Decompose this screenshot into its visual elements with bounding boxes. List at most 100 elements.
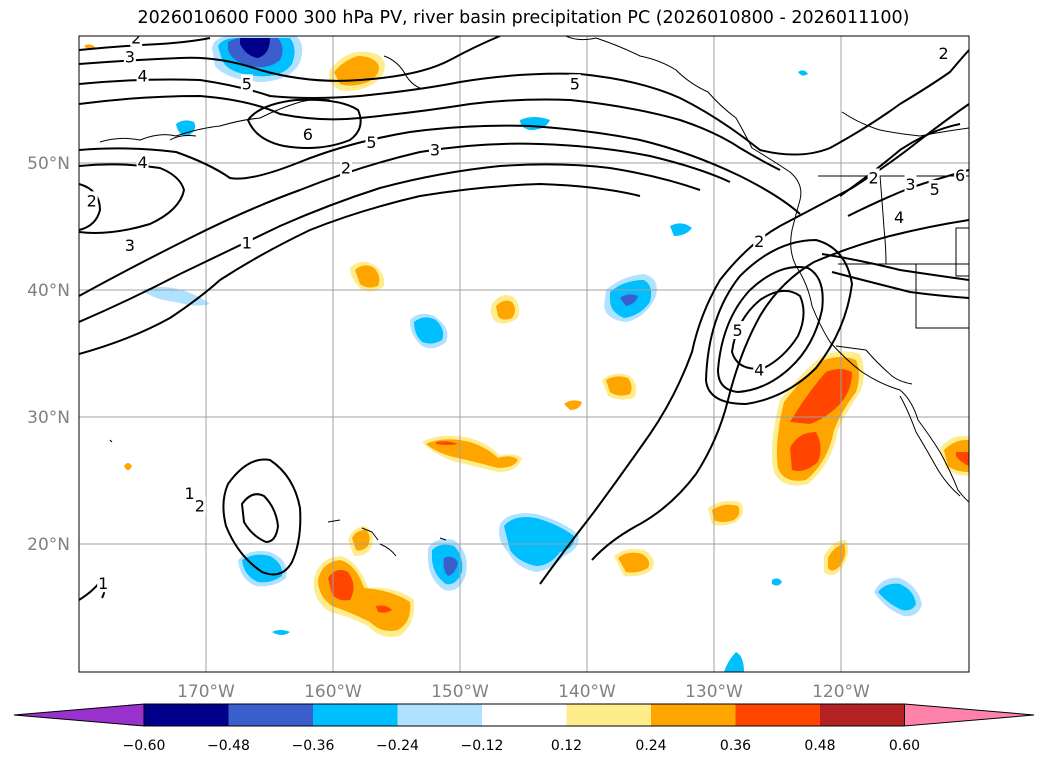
contour-label: 4 [137, 67, 147, 86]
colorbar-tick-label: 0.24 [635, 738, 666, 754]
contour-label-bg [136, 66, 149, 85]
lat-label: 40°N [27, 281, 70, 301]
colorbar-tick-label: −0.48 [207, 738, 250, 754]
anomaly-negative [212, 36, 303, 82]
lat-label: 30°N [27, 408, 70, 428]
contour-label-bg [568, 74, 581, 93]
colorbar-swatch-deep-sky-blue [313, 704, 398, 726]
anomaly-negative [670, 223, 692, 236]
contour-label: 3 [125, 236, 135, 255]
anomaly-positive [602, 373, 637, 400]
contour-label-bg [123, 47, 136, 66]
contour-label-bg [193, 496, 206, 515]
contour-label-bg [85, 191, 98, 210]
contour-label-bg [893, 207, 906, 226]
anomaly-positive [564, 400, 582, 410]
contour-label: 5 [930, 180, 940, 199]
lon-label: 170°W [177, 682, 235, 702]
anomaly-positive [708, 500, 744, 526]
contour-label: 6 [955, 166, 965, 185]
contour-label-bg [183, 483, 196, 502]
contour-label: 3 [125, 48, 135, 67]
anomaly-positive [422, 435, 522, 472]
colorbar-outline [143, 703, 905, 727]
contour-label: 1 [242, 233, 252, 252]
contour-label-bg [928, 179, 941, 198]
colorbar-swatch-max-pink [904, 703, 1035, 727]
anomaly-negative [874, 577, 922, 617]
contour-label-bg [240, 233, 253, 252]
contour-label: 5 [242, 74, 252, 93]
colorbar-tick-label: −0.60 [123, 738, 166, 754]
lon-label: 150°W [431, 682, 489, 702]
contour-label: 1 [98, 574, 108, 593]
contour-label: 5 [733, 321, 743, 340]
map-title: 2026010600 F000 300 hPa PV, river basin … [137, 8, 910, 28]
contour-label-bg [753, 232, 766, 251]
contour-label: 2 [869, 168, 879, 187]
contour-label: 5 [570, 74, 580, 93]
contour-label: 3 [430, 140, 440, 159]
lon-label: 130°W [685, 682, 743, 702]
contour-label-bg [97, 574, 110, 593]
anomaly-negative [428, 539, 467, 591]
contour-label: 6 [303, 125, 313, 144]
contour-label-bg [340, 158, 352, 177]
colorbar: −0.60 −0.48 −0.36 −0.24 −0.12 0.12 0.24 … [13, 703, 1035, 754]
lon-label: 160°W [304, 682, 362, 702]
colorbar-tick-label: 0.60 [889, 738, 920, 754]
anomaly-negative [798, 70, 808, 76]
contour-label: 3 [905, 175, 915, 194]
contour-label: 2 [131, 29, 141, 48]
colorbar-tick-label: −0.12 [461, 738, 504, 754]
colorbar-swatch-light-sky-blue [397, 704, 482, 726]
anomaly-negative [410, 313, 448, 349]
graticule [79, 36, 969, 672]
anomaly-negative [238, 551, 287, 587]
latitude-labels: 50°N 40°N 30°N 20°N [27, 154, 70, 555]
contour-label-bg [301, 125, 314, 144]
contour-label-bg [123, 235, 136, 254]
anomaly-negative [272, 630, 290, 635]
colorbar-swatch-light-goldenrod [566, 704, 651, 726]
lat-label: 50°N [27, 154, 70, 174]
contour-label: 2 [754, 232, 764, 251]
lon-label: 120°W [812, 682, 870, 702]
colorbar-tick-label: 0.12 [551, 738, 582, 754]
longitude-labels: 170°W 160°W 150°W 140°W 130°W 120°W [177, 682, 870, 702]
contour-label: 1 [185, 484, 195, 503]
anomaly-positive [350, 261, 385, 292]
contour-label-bg [937, 43, 950, 62]
contour-label-bg [240, 74, 253, 93]
contour-label-bg [753, 360, 766, 379]
colorbar-tick-label: 0.36 [720, 738, 751, 754]
contour-label-bg [130, 36, 143, 47]
coastlines [99, 36, 969, 557]
colorbar-swatch-orange [651, 704, 736, 726]
colorbar-tick-label: 0.48 [804, 738, 835, 754]
anomaly-positive [348, 526, 373, 556]
colorbar-swatch-firebrick [820, 704, 905, 726]
contour-label-bg [136, 153, 149, 172]
contour-label-bg [429, 140, 441, 159]
contour-label-bg [867, 168, 880, 187]
colorbar-swatch-min-purple [13, 703, 145, 727]
anomaly-positive [313, 556, 415, 637]
anomaly-positive [614, 548, 654, 577]
anomaly-positive [124, 463, 132, 470]
contour-label: 2 [938, 44, 948, 63]
contour-label-bg [365, 132, 378, 151]
contour-label: 2 [87, 191, 97, 210]
lon-label: 140°W [558, 682, 616, 702]
contour-label: 4 [754, 361, 764, 380]
contour-label-bg [731, 321, 744, 340]
pv-contours [79, 36, 969, 601]
contour-label: 4 [137, 153, 147, 172]
colorbar-tick-label: −0.24 [376, 738, 419, 754]
colorbar-swatch-orange-red [735, 704, 820, 726]
contour-label: 4 [894, 208, 904, 227]
colorbar-swatch-navy [144, 704, 229, 726]
contour-label-bg [904, 174, 917, 193]
